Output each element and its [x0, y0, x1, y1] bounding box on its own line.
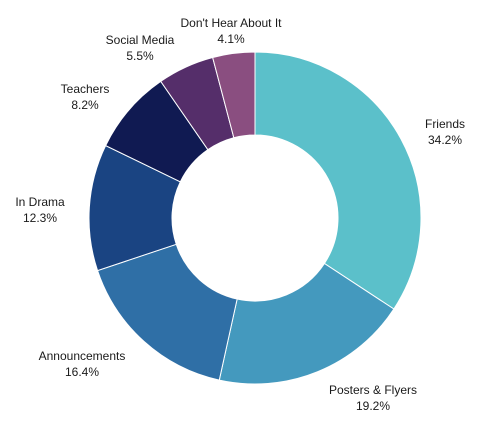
slice-don-t-hear-about-it	[212, 51, 256, 139]
slice-value-posters-flyers: 19.2%	[356, 399, 390, 413]
slice-label-in-drama: In Drama	[15, 195, 65, 209]
slice-label-social-media: Social Media	[106, 33, 175, 47]
slice-label-teachers: Teachers	[61, 82, 110, 96]
slice-value-social-media: 5.5%	[126, 49, 154, 63]
slice-posters-flyers	[218, 262, 395, 385]
slice-label-friends: Friends	[425, 117, 465, 131]
slice-value-announcements: 16.4%	[65, 365, 99, 379]
slice-label-announcements: Announcements	[39, 349, 126, 363]
slice-friends	[254, 51, 422, 310]
slice-value-teachers: 8.2%	[71, 98, 99, 112]
slice-value-in-drama: 12.3%	[23, 211, 57, 225]
slice-value-friends: 34.2%	[428, 133, 462, 147]
slices-layer	[88, 51, 422, 385]
slice-label-don-t-hear-about-it: Don't Hear About It	[180, 16, 282, 30]
slice-label-posters-flyers: Posters & Flyers	[329, 383, 417, 397]
labels-layer: Friends 34.2% Posters & Flyers 19.2% Announc…	[15, 16, 465, 413]
slice-value-don-t-hear-about-it: 4.1%	[217, 32, 245, 46]
